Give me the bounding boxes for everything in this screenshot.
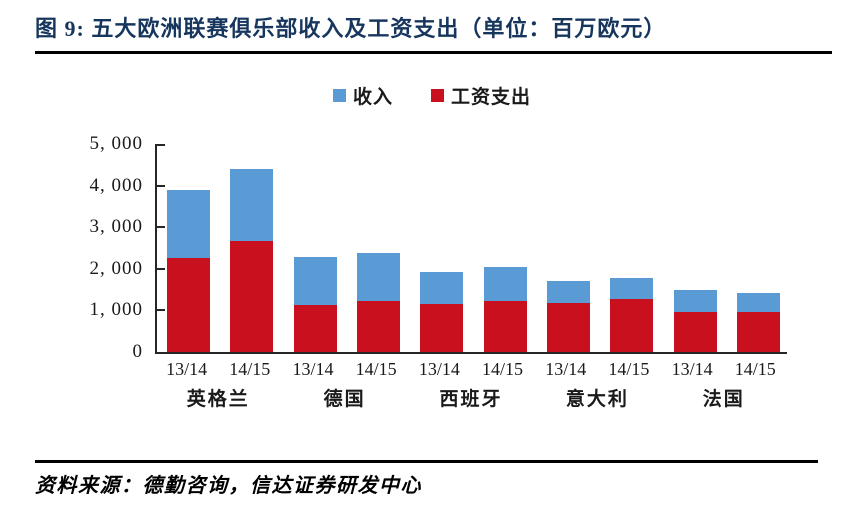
season-label: 13/14 [545,359,587,379]
title-underline-rule [35,51,832,54]
y-axis-tick [157,226,165,229]
legend-revenue-label: 收入 [352,86,393,108]
chart-region: 0 1, 000 2, 000 3, 000 4, 000 5, 000 [35,133,864,362]
y-axis-label: 2, 000 [89,257,143,279]
legend-item-wages: 工资支出 [431,82,531,109]
source-note: 资料来源：德勤咨询，信达证券研发中心 [35,475,422,497]
bar-stack [483,267,527,352]
y-axis-label: 4, 000 [89,174,143,196]
bar-wage-segment [737,312,781,352]
bar-wage-segment [547,303,591,352]
country-label: 法国 [702,389,745,410]
bar-wage-segment [167,258,210,352]
bar-stack [230,169,274,352]
bar-stack [737,293,781,352]
bar-stack [673,290,717,352]
y-axis-labels: 0 1, 000 2, 000 3, 000 4, 000 5, 000 [35,133,155,362]
y-axis-label: 1, 000 [89,299,143,321]
bar-wage-segment [483,301,527,352]
y-axis-tick [157,267,165,270]
bar-wage-segment [610,299,654,352]
legend-wages-label: 工资支出 [451,86,532,108]
season-label: 13/14 [292,359,334,379]
season-label: 14/15 [229,359,271,379]
y-axis-tick [157,144,165,146]
season-label: 14/15 [482,359,524,379]
bar-wage-segment [293,305,337,352]
season-label: 14/15 [608,359,650,379]
figure-title: 图 9: 五大欧洲联赛俱乐部收入及工资支出（单位：百万欧元） [35,16,667,41]
country-label: 德国 [323,389,366,410]
footer-rule [35,460,818,463]
revenue-swatch-icon [332,88,346,102]
country-label: 意大利 [565,389,629,410]
y-axis-label: 3, 000 [89,216,143,238]
season-label: 14/15 [355,359,397,379]
bar-wage-segment [230,241,274,352]
y-axis-tick [157,309,165,312]
season-label: 13/14 [166,359,208,379]
y-axis-label: 0 [132,341,143,362]
wages-swatch-icon [431,88,444,102]
y-axis-label: 5, 000 [89,133,143,154]
bar-stack [293,257,337,352]
country-label: 西班牙 [439,389,503,410]
x-axis-season-labels: 13/14 14/15 13/14 14/15 13/14 14/15 13/14 14/15… [155,359,787,381]
season-label: 13/14 [671,359,713,379]
country-label: 英格兰 [186,389,250,410]
chart-legend: 收入 工资支出 [0,82,864,109]
season-label: 14/15 [734,359,776,379]
bar-stack [547,281,591,352]
bar-wage-segment [673,312,717,352]
season-label: 13/14 [418,359,460,379]
x-axis-country-labels: 英格兰 德国 西班牙 意大利 法国 [155,384,787,410]
bar-stack [610,278,654,352]
plot-area [155,144,787,354]
bar-wage-segment [420,304,464,352]
legend-item-revenue: 收入 [332,82,393,109]
y-axis-tick [157,184,165,187]
bar-stack [167,190,210,352]
bar-wage-segment [357,301,401,352]
bar-stack [420,272,464,352]
bar-stack [357,253,401,352]
